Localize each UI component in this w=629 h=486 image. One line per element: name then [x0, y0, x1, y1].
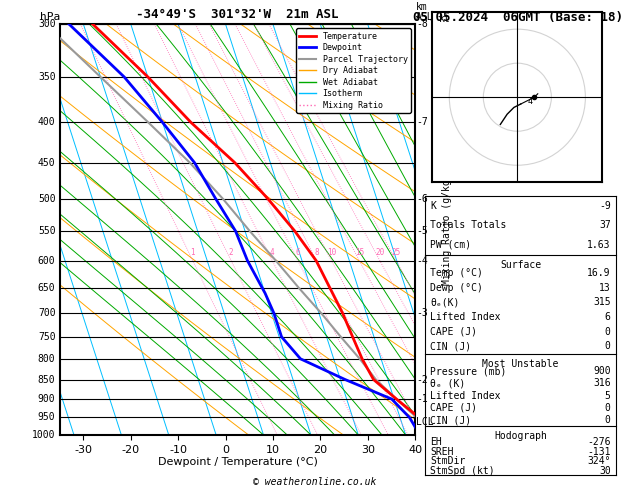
Text: -4: -4 — [416, 256, 428, 266]
Text: 315: 315 — [593, 297, 611, 308]
Text: -6: -6 — [416, 193, 428, 204]
Text: LCL: LCL — [416, 417, 433, 427]
Text: 10: 10 — [327, 248, 336, 258]
Text: 20: 20 — [376, 248, 384, 258]
Text: CIN (J): CIN (J) — [430, 415, 472, 425]
Text: 800: 800 — [38, 354, 55, 364]
Text: 30: 30 — [599, 466, 611, 476]
Text: 350: 350 — [38, 72, 55, 82]
Text: θₑ (K): θₑ (K) — [430, 379, 465, 388]
Text: PW (cm): PW (cm) — [430, 240, 472, 250]
Text: hPa: hPa — [40, 12, 60, 22]
Text: Pressure (mb): Pressure (mb) — [430, 366, 507, 376]
Text: Lifted Index: Lifted Index — [430, 312, 501, 322]
Text: CAPE (J): CAPE (J) — [430, 403, 477, 413]
Text: kt: kt — [439, 15, 451, 24]
Text: 316: 316 — [593, 379, 611, 388]
Legend: Temperature, Dewpoint, Parcel Trajectory, Dry Adiabat, Wet Adiabat, Isotherm, Mi: Temperature, Dewpoint, Parcel Trajectory… — [296, 29, 411, 113]
Text: km
ASL: km ASL — [416, 2, 433, 22]
Text: 6: 6 — [296, 248, 300, 258]
Text: 15: 15 — [355, 248, 364, 258]
Text: 400: 400 — [38, 118, 55, 127]
Text: -7: -7 — [416, 118, 428, 127]
Text: K: K — [430, 201, 436, 210]
Text: Lifted Index: Lifted Index — [430, 391, 501, 400]
Text: 13: 13 — [599, 283, 611, 293]
Text: 900: 900 — [38, 394, 55, 404]
Text: 500: 500 — [38, 193, 55, 204]
Text: StmDir: StmDir — [430, 456, 465, 466]
Text: Totals Totals: Totals Totals — [430, 220, 507, 230]
Text: 16.9: 16.9 — [587, 268, 611, 278]
Text: StmSpd (kt): StmSpd (kt) — [430, 466, 495, 476]
Text: -8: -8 — [416, 19, 428, 29]
Text: 850: 850 — [38, 375, 55, 384]
Text: θₑ(K): θₑ(K) — [430, 297, 460, 308]
Text: EH: EH — [430, 437, 442, 447]
X-axis label: Dewpoint / Temperature (°C): Dewpoint / Temperature (°C) — [157, 457, 318, 468]
Text: -5: -5 — [416, 226, 428, 236]
Text: 0: 0 — [605, 327, 611, 337]
Text: Mixing Ratio (g/kg): Mixing Ratio (g/kg) — [442, 174, 452, 285]
Text: -1: -1 — [416, 394, 428, 404]
Text: Dewp (°C): Dewp (°C) — [430, 283, 483, 293]
Text: Most Unstable: Most Unstable — [482, 359, 559, 369]
Text: 0: 0 — [605, 341, 611, 351]
Text: 8: 8 — [314, 248, 319, 258]
Text: 950: 950 — [38, 413, 55, 422]
Text: © weatheronline.co.uk: © weatheronline.co.uk — [253, 477, 376, 486]
Text: 37: 37 — [599, 220, 611, 230]
Text: -9: -9 — [599, 201, 611, 210]
Text: 6: 6 — [605, 312, 611, 322]
Text: 25: 25 — [391, 248, 401, 258]
Text: -276: -276 — [587, 437, 611, 447]
Text: 1: 1 — [191, 248, 195, 258]
Text: 600: 600 — [38, 256, 55, 266]
Text: 550: 550 — [38, 226, 55, 236]
Text: 4: 4 — [270, 248, 275, 258]
Text: SREH: SREH — [430, 447, 454, 457]
Text: -131: -131 — [587, 447, 611, 457]
Text: -3: -3 — [416, 308, 428, 318]
Text: 300: 300 — [38, 19, 55, 29]
Text: CAPE (J): CAPE (J) — [430, 327, 477, 337]
Text: 0: 0 — [605, 403, 611, 413]
Text: 1.63: 1.63 — [587, 240, 611, 250]
Text: 1000: 1000 — [32, 430, 55, 440]
Text: Surface: Surface — [500, 260, 541, 270]
Text: 0: 0 — [605, 415, 611, 425]
Text: Hodograph: Hodograph — [494, 432, 547, 441]
Text: 05.05.2024  06GMT (Base: 18): 05.05.2024 06GMT (Base: 18) — [413, 11, 623, 24]
Text: 450: 450 — [38, 157, 55, 168]
Text: 700: 700 — [38, 308, 55, 318]
Text: 5: 5 — [605, 391, 611, 400]
Text: 2: 2 — [229, 248, 233, 258]
Text: 4: 4 — [528, 97, 533, 106]
Text: 650: 650 — [38, 283, 55, 293]
Text: -2: -2 — [416, 375, 428, 384]
Text: 324°: 324° — [587, 456, 611, 466]
Text: -34°49'S  301°32'W  21m ASL: -34°49'S 301°32'W 21m ASL — [136, 8, 338, 21]
Text: 750: 750 — [38, 332, 55, 342]
Text: CIN (J): CIN (J) — [430, 341, 472, 351]
Text: Temp (°C): Temp (°C) — [430, 268, 483, 278]
Text: 900: 900 — [593, 366, 611, 376]
